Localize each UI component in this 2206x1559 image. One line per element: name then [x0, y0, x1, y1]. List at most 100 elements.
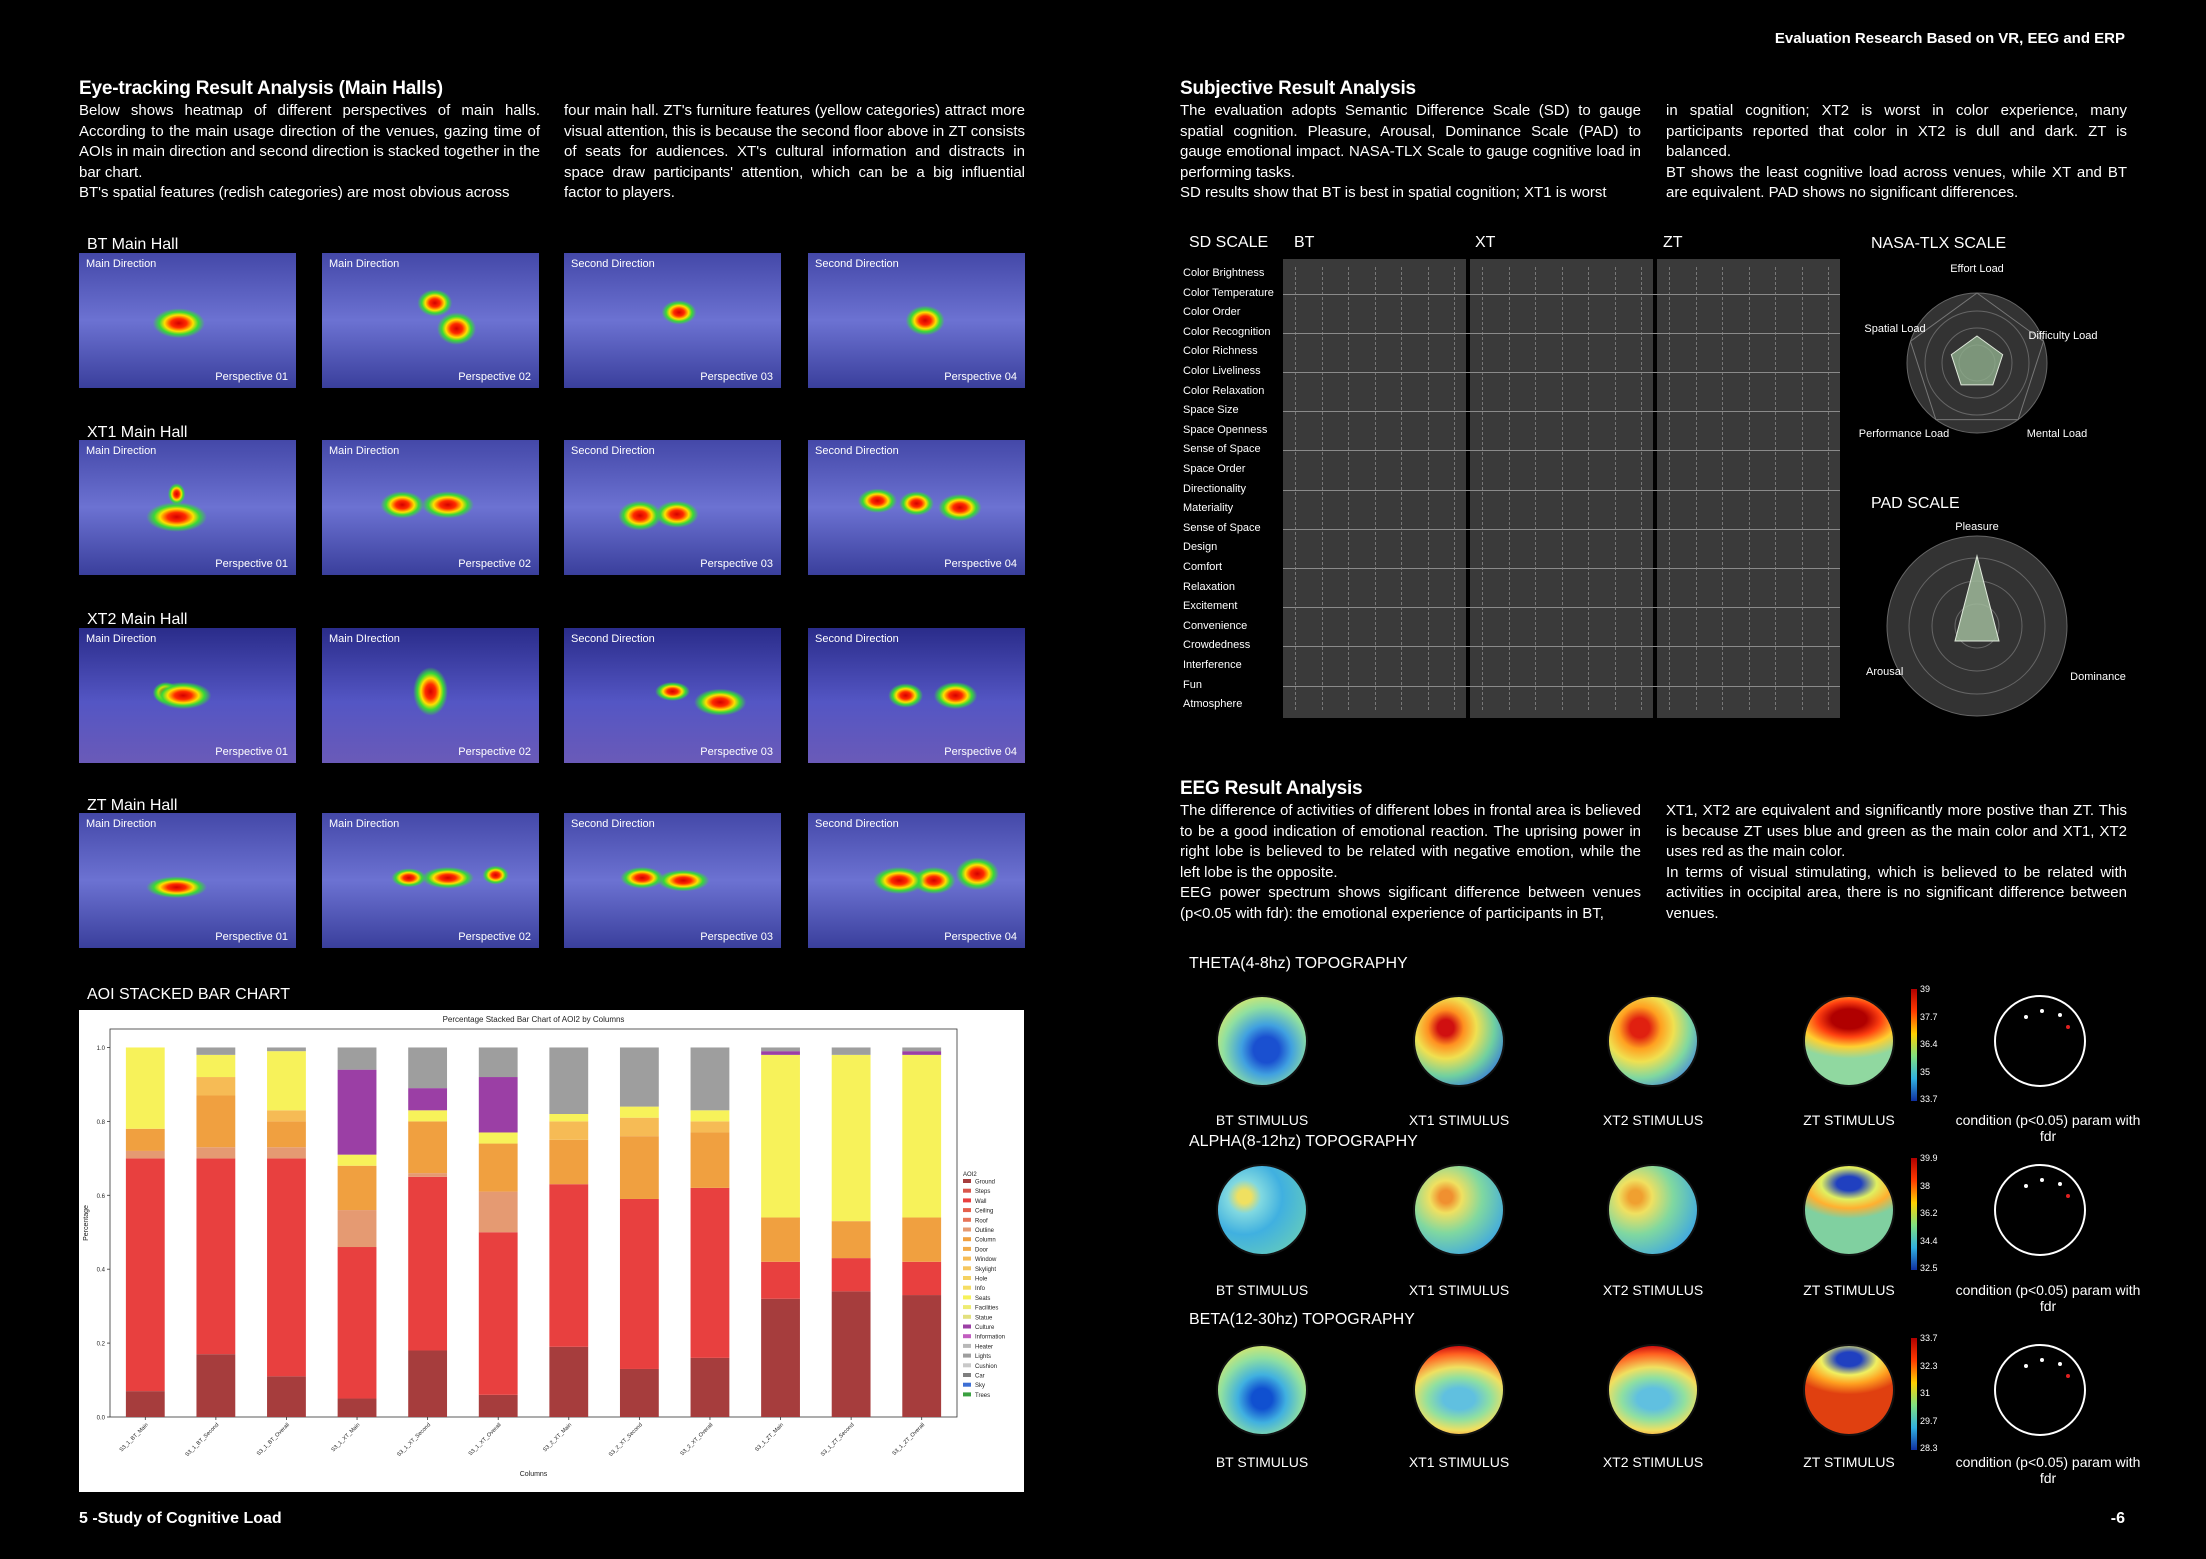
- topography-head: [1803, 1164, 1895, 1256]
- sd-item: Color Liveliness: [1183, 365, 1261, 377]
- venue-label: ZT: [1663, 234, 1683, 251]
- hall-heading: XT1 Main Hall: [87, 424, 188, 441]
- significance-head: [1994, 1164, 2086, 1256]
- bar-segment: [478, 1394, 518, 1417]
- bar-segment: [690, 1121, 730, 1133]
- running-title: Evaluation Research Based on VR, EEG and…: [1774, 30, 2125, 47]
- paragraph: Below shows heatmap of different perspec…: [79, 102, 540, 181]
- bar-segment: [902, 1054, 942, 1218]
- row-line: [1283, 372, 1840, 373]
- radar-title: PAD SCALE: [1871, 495, 1960, 512]
- channel-dot: [2058, 1182, 2062, 1186]
- scale-line: [1348, 267, 1349, 710]
- sd-item: Sense of Space: [1183, 521, 1261, 534]
- legend-entry: Car: [975, 1374, 985, 1380]
- topography-label: ZT STIMULUS: [1803, 1282, 1895, 1298]
- text-column: in spatial cognition; XT2 is worst in co…: [1666, 101, 2127, 204]
- x-tick-label: S3_1_XT_Overall: [468, 1422, 503, 1457]
- paragraph: In terms of visual stimulating, which is…: [1666, 863, 2127, 922]
- bar-segment: [619, 1106, 659, 1118]
- bar-segment: [478, 1143, 518, 1192]
- sd-item: Color Temperature: [1183, 286, 1274, 299]
- paragraph: The evaluation adopts Semantic Differenc…: [1180, 102, 1641, 181]
- bar-segment: [125, 1150, 165, 1159]
- scale-line: [1427, 267, 1429, 710]
- bar-segment: [267, 1147, 306, 1159]
- bar-segment: [337, 1154, 377, 1166]
- radar-area: [1950, 335, 2004, 386]
- topography-label: XT1 STIMULUS: [1408, 1282, 1510, 1298]
- scale-line: [1535, 267, 1536, 710]
- bar-segment: [196, 1095, 236, 1148]
- legend-swatch: [963, 1266, 971, 1271]
- text-column: The difference of activities of differen…: [1180, 801, 1641, 924]
- bar-segment: [761, 1261, 800, 1299]
- direction-label: Second Direction: [815, 445, 899, 457]
- colorbar-tick: 32.5: [1920, 1263, 1938, 1273]
- bar-segment: [478, 1232, 518, 1395]
- row-line: [1283, 685, 1840, 687]
- sd-item: Color Richness: [1183, 345, 1258, 358]
- bar-segment: [337, 1247, 377, 1399]
- text-column: Below shows heatmap of different perspec…: [79, 101, 540, 204]
- legend-entry: Information: [975, 1335, 1005, 1341]
- scale-line: [1321, 267, 1323, 710]
- x-tick-label: S3_2_XT_Second: [608, 1422, 644, 1458]
- bar-segment: [619, 1198, 659, 1369]
- scale-line: [1374, 267, 1376, 710]
- colorbar-tick: 38: [1920, 1180, 1931, 1191]
- heatmap-image: Second Direction Perspective 04: [808, 440, 1025, 575]
- perspective-label: Perspective 04: [944, 931, 1017, 943]
- colorbar-tick: 39: [1920, 984, 1931, 994]
- bar-segment: [902, 1261, 942, 1296]
- perspective-label: Perspective 03: [700, 558, 773, 570]
- legend-swatch: [963, 1392, 971, 1397]
- bar-segment: [196, 1047, 236, 1055]
- heatmap-image: Main Direction Perspective 02: [322, 253, 539, 388]
- colorbar-tick: 32.3: [1920, 1360, 1938, 1371]
- topography-label: BT STIMULUS: [1215, 1454, 1309, 1470]
- channel-dot: [2040, 1009, 2044, 1013]
- bar-segment: [267, 1110, 306, 1122]
- scale-line: [1775, 267, 1776, 710]
- bar-segment: [125, 1391, 165, 1417]
- bar-segment: [337, 1047, 377, 1070]
- stacked-bar-chart: Percentage Stacked Bar Chart of AOI2 by …: [79, 1010, 1024, 1492]
- bar-segment: [125, 1158, 165, 1392]
- paragraph: four main hall. ZT's furniture features …: [564, 102, 1025, 201]
- sd-item: Materiality: [1183, 502, 1234, 515]
- direction-label: Second Direction: [571, 258, 655, 270]
- legend-entry: Column: [975, 1238, 996, 1244]
- perspective-label: Perspective 02: [458, 746, 531, 758]
- legend-swatch: [963, 1382, 971, 1387]
- perspective-label: Perspective 03: [700, 371, 773, 383]
- direction-label: Main Direction: [86, 258, 157, 270]
- topography-label: condition (p<0.05) param with fdr: [1955, 1112, 2141, 1144]
- hall-heading: XT2 Main Hall: [87, 611, 188, 628]
- sd-panel: [1283, 259, 1466, 718]
- y-tick-label: 0.2: [97, 1342, 106, 1348]
- bar-segment: [831, 1258, 871, 1292]
- legend-swatch: [963, 1343, 971, 1348]
- bar-segment: [337, 1165, 377, 1211]
- sd-item: Crowdedness: [1183, 639, 1251, 652]
- heatmap-image: Main Direction Perspective 01: [79, 440, 296, 575]
- radar-axis-label: Arousal: [1866, 666, 1903, 678]
- perspective-label: Perspective 02: [458, 558, 531, 570]
- channel-dot: [2058, 1013, 2062, 1017]
- topography-head: [1216, 1164, 1308, 1256]
- heatmap-image: Main DIrection Perspective 02: [322, 628, 539, 763]
- y-tick-label: 0.0: [97, 1416, 106, 1422]
- text-column: XT1, XT2 are equivalent and significantl…: [1666, 801, 2127, 924]
- bar-segment: [761, 1298, 800, 1417]
- sd-item: Directionality: [1183, 482, 1246, 495]
- bar-segment: [549, 1121, 589, 1140]
- direction-label: Second Direction: [571, 633, 655, 645]
- venue-label: XT: [1475, 234, 1496, 251]
- perspective-label: Perspective 01: [215, 371, 288, 383]
- bar-segment: [690, 1187, 730, 1358]
- bar-segment: [196, 1147, 236, 1159]
- bar-segment: [690, 1110, 730, 1122]
- sd-item: Sense of Space: [1183, 443, 1261, 456]
- colorbar-tick: 29.7: [1920, 1415, 1938, 1426]
